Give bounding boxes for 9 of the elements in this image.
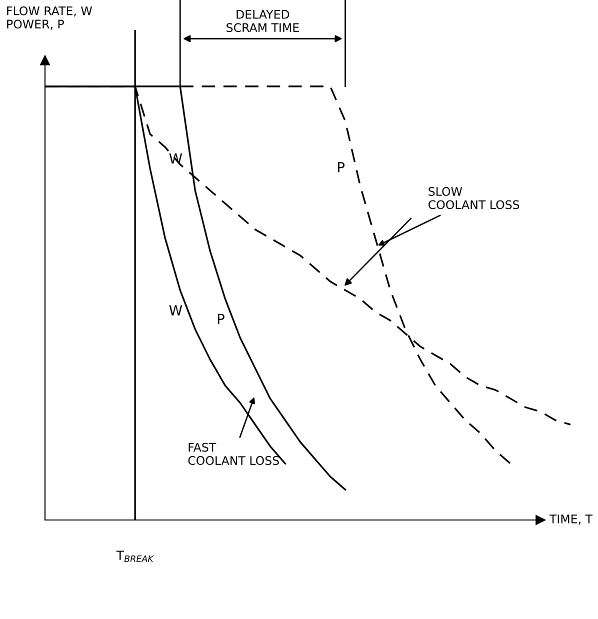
- y-axis-title: FLOW RATE, W POWER, P: [7, 6, 92, 30]
- x-axis-title: TIME, T: [549, 514, 593, 525]
- text: T$_{BREAK}$: [116, 550, 154, 562]
- series-label: P: [218, 314, 224, 324]
- text: DELAYED SCRAM TIME: [226, 10, 299, 32]
- annotation: FAST COOLANT LOSS: [188, 442, 279, 465]
- series-label: P: [338, 162, 345, 172]
- annotation: SLOW COOLANT LOSS: [428, 187, 520, 210]
- series-label: W: [169, 305, 182, 316]
